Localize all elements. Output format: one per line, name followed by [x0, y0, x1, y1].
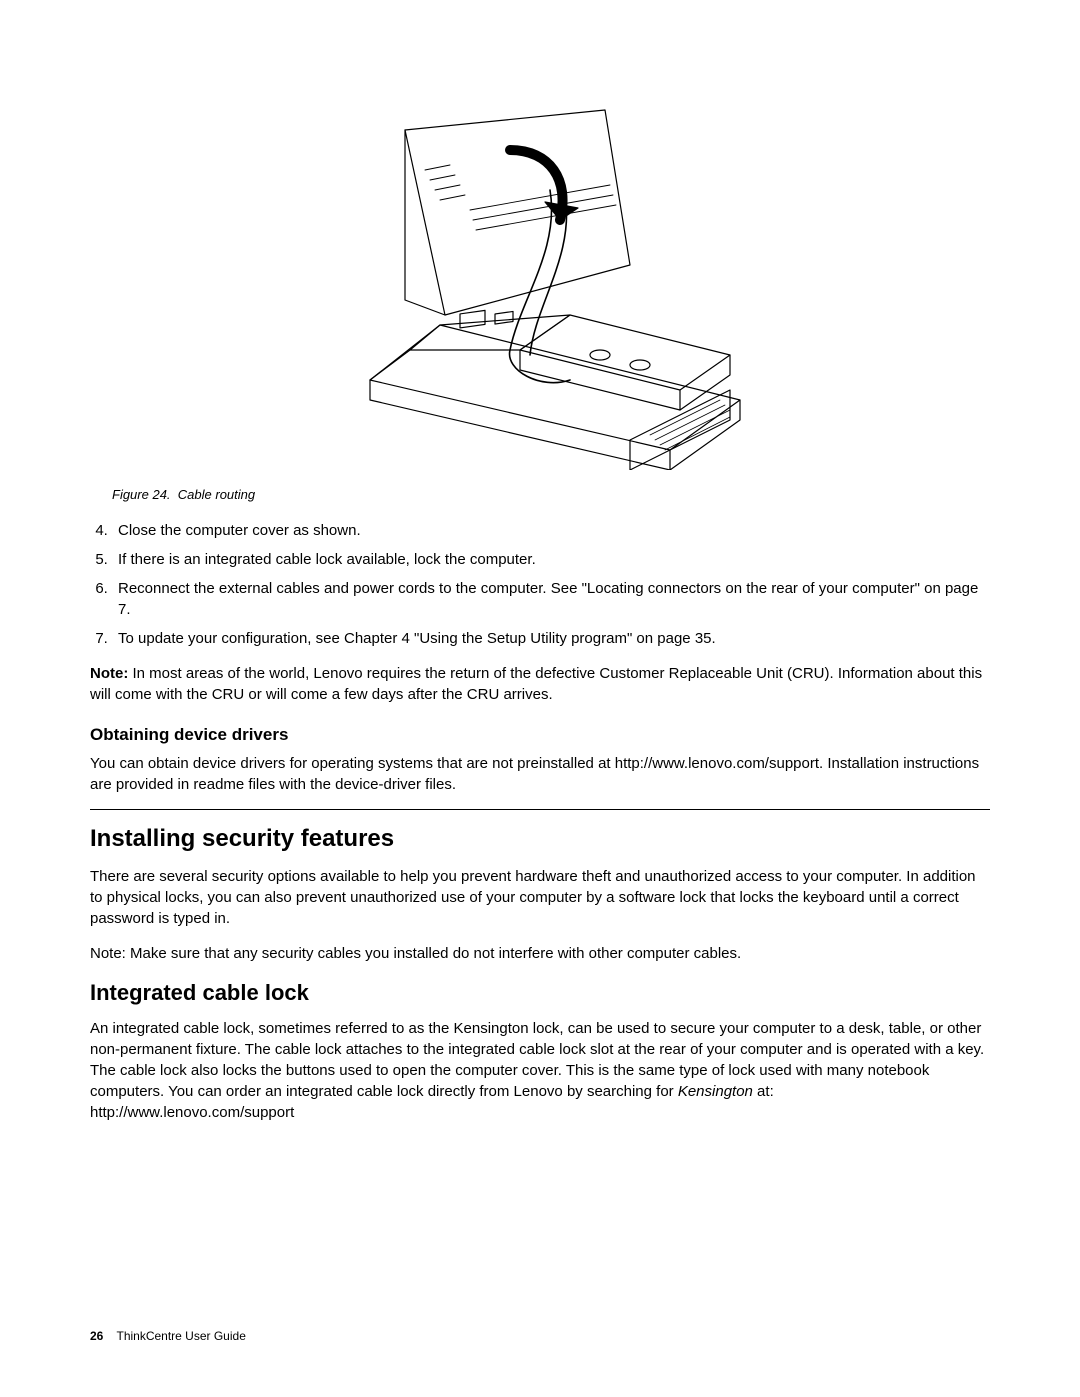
drivers-paragraph: You can obtain device drivers for operat… [90, 753, 990, 795]
cablelock-text-pre: An integrated cable lock, sometimes refe… [90, 1020, 984, 1100]
kensington-term: Kensington [678, 1083, 753, 1100]
figure-caption: Figure 24. Cable routing [112, 486, 990, 504]
list-item: Close the computer cover as shown. [112, 520, 990, 541]
cablelock-paragraph: An integrated cable lock, sometimes refe… [90, 1018, 990, 1123]
security-heading: Installing security features [90, 822, 990, 856]
list-item: Reconnect the external cables and power … [112, 578, 990, 620]
cable-routing-illustration [310, 90, 770, 470]
page-footer: 26 ThinkCentre User Guide [90, 1328, 246, 1345]
cablelock-url: http://www.lenovo.com/support [90, 1104, 294, 1121]
note-text: Make sure that any security cables you i… [130, 945, 741, 962]
note-label: Note: [90, 665, 128, 682]
figure-cable-routing [90, 90, 990, 476]
drivers-heading: Obtaining device drivers [90, 723, 990, 747]
security-paragraph: There are several security options avail… [90, 866, 990, 929]
list-item: To update your configuration, see Chapte… [112, 628, 990, 649]
cablelock-text-post: at: [753, 1083, 774, 1100]
page-number: 26 [90, 1329, 103, 1343]
cablelock-heading: Integrated cable lock [90, 978, 990, 1009]
note-label: Note: [90, 945, 126, 962]
security-note: Note: Make sure that any security cables… [90, 943, 990, 964]
note-text: In most areas of the world, Lenovo requi… [90, 665, 982, 703]
caption-text: Cable routing [178, 487, 255, 502]
footer-title: ThinkCentre User Guide [116, 1329, 245, 1343]
cru-note: Note: In most areas of the world, Lenovo… [90, 663, 990, 705]
section-rule [90, 809, 990, 810]
list-item: If there is an integrated cable lock ava… [112, 549, 990, 570]
caption-prefix: Figure 24. [112, 487, 171, 502]
steps-list: Close the computer cover as shown. If th… [112, 520, 990, 649]
